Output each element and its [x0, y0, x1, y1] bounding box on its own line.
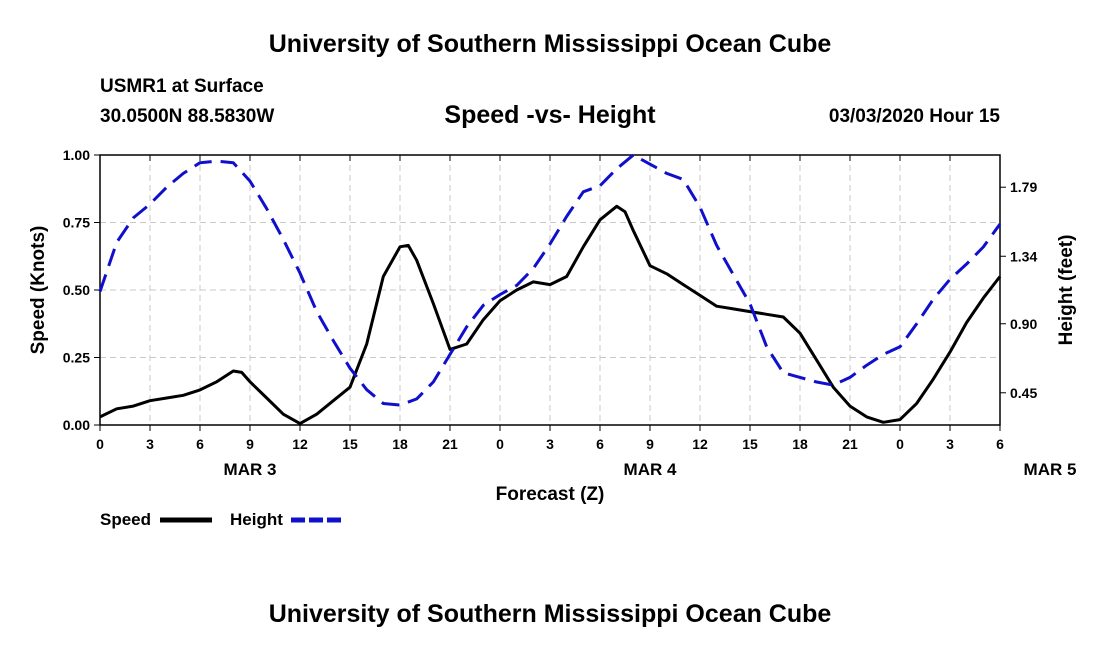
chart-title: Speed -vs- Height — [444, 101, 656, 129]
coordinates-label: 30.0500N 88.5830W — [100, 106, 275, 127]
legend-label-height: Height — [230, 510, 283, 529]
x-tick-label: 3 — [146, 436, 154, 452]
date-label: MAR 3 — [224, 460, 277, 479]
x-tick-label: 3 — [546, 436, 554, 452]
footer-title: University of Southern Mississippi Ocean… — [268, 600, 832, 628]
station-label: USMR1 at Surface — [100, 76, 264, 97]
x-tick-label: 18 — [792, 436, 808, 452]
x-tick-label: 9 — [646, 436, 654, 452]
y2-axis-title: Height (feet) — [1056, 235, 1077, 346]
legend-label-speed: Speed — [100, 510, 151, 529]
y-tick-label: 1.00 — [63, 147, 90, 163]
x-tick-label: 6 — [196, 436, 204, 452]
x-axis-title: Forecast (Z) — [496, 484, 605, 505]
x-tick-label: 3 — [946, 436, 954, 452]
y-tick-label: 0.25 — [63, 350, 90, 366]
y-tick-label: 0.50 — [63, 282, 90, 298]
y-tick-label: 0.00 — [63, 417, 90, 433]
x-tick-label: 12 — [292, 436, 308, 452]
y2-tick-label: 1.34 — [1010, 248, 1037, 264]
x-tick-label: 0 — [496, 436, 504, 452]
x-tick-label: 21 — [842, 436, 858, 452]
x-tick-label: 12 — [692, 436, 708, 452]
y2-tick-label: 0.45 — [1010, 385, 1037, 401]
x-tick-label: 6 — [596, 436, 604, 452]
x-tick-label: 9 — [246, 436, 254, 452]
y-tick-label: 0.75 — [63, 215, 90, 231]
x-tick-label: 0 — [96, 436, 104, 452]
y2-tick-label: 1.79 — [1010, 179, 1037, 195]
datetime-label: 03/03/2020 Hour 15 — [828, 106, 1000, 127]
series-line-height — [98, 153, 1002, 407]
y2-tick-label: 0.90 — [1010, 316, 1037, 332]
x-tick-label: 15 — [342, 436, 358, 452]
x-tick-label: 21 — [442, 436, 458, 452]
y-axis-title: Speed (Knots) — [28, 226, 49, 355]
date-label: MAR 4 — [624, 460, 677, 479]
date-label: MAR 5 — [1024, 460, 1077, 479]
page-title: University of Southern Mississippi Ocean… — [268, 30, 832, 58]
series-line-speed — [99, 204, 1002, 426]
x-tick-label: 15 — [742, 436, 758, 452]
x-tick-label: 6 — [996, 436, 1004, 452]
x-tick-label: 0 — [896, 436, 904, 452]
x-tick-label: 18 — [392, 436, 408, 452]
